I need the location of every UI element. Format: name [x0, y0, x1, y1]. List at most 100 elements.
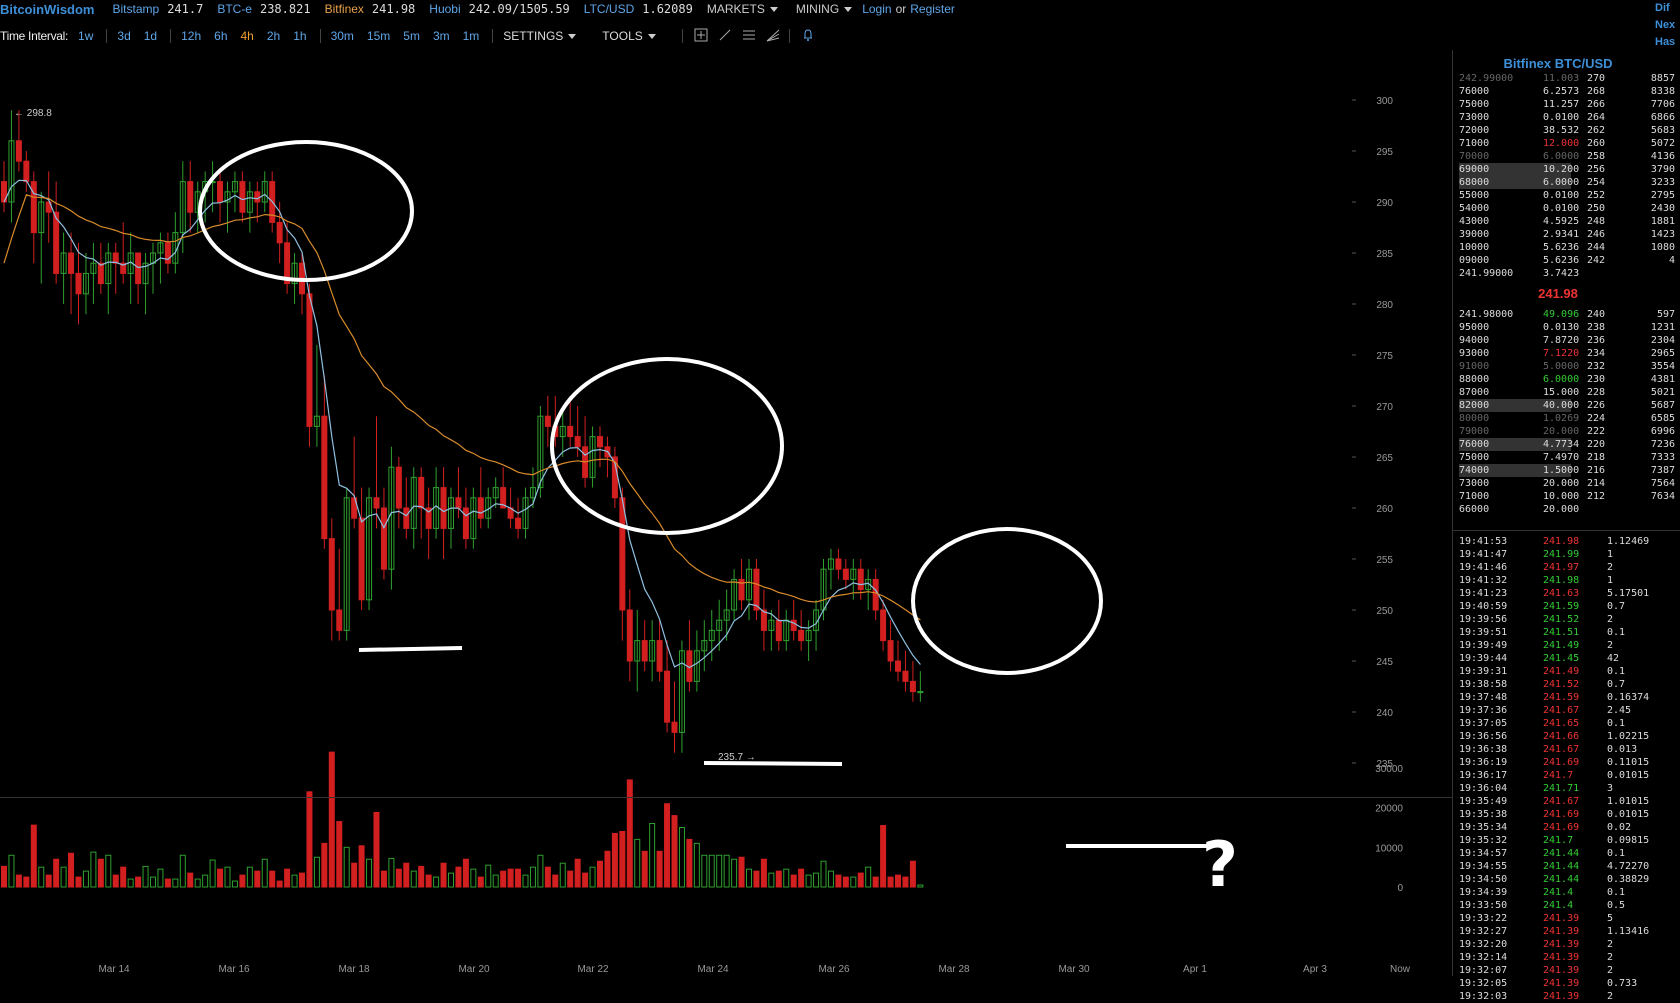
interval-1w[interactable]: 1w: [78, 29, 94, 43]
corner-link-difficulty[interactable]: Dif: [1655, 2, 1670, 14]
order-amount: 10.000: [1543, 491, 1580, 502]
brand-logo[interactable]: BitcoinWisdom: [0, 1, 95, 17]
bid-row[interactable]: 91000 5.0000 232 3554: [1453, 360, 1680, 373]
volume-bar: [150, 876, 156, 888]
ask-row[interactable]: 43000 4.5925 248 1881: [1453, 215, 1680, 228]
crosshair-icon[interactable]: [693, 28, 709, 44]
trade-row: 19:41:46 241.97 2: [1453, 561, 1680, 574]
ask-row[interactable]: 242.99000 11.003 270 8857: [1453, 72, 1680, 85]
volume-bar: [649, 823, 656, 888]
volume-tick-label: 30000: [1375, 764, 1403, 775]
bid-row[interactable]: 76000 4.7734 220 7236: [1453, 438, 1680, 451]
volume-bar: [448, 872, 454, 888]
interval-2h[interactable]: 2h: [266, 29, 281, 43]
ask-row[interactable]: 70000 6.0000 258 4136: [1453, 150, 1680, 163]
ask-row[interactable]: 10000 5.6236 244 1080: [1453, 241, 1680, 254]
depth-cumulative: 6866: [1650, 112, 1675, 123]
volume-bar: [641, 850, 648, 888]
ask-row[interactable]: 241.99000 3.7423: [1453, 267, 1680, 280]
volume-bar: [492, 874, 499, 888]
fib-lines-icon[interactable]: [741, 28, 757, 44]
trade-time: 19:34:50: [1459, 874, 1508, 885]
ask-row[interactable]: 75000 11.257 266 7706: [1453, 98, 1680, 111]
candle-body: [328, 538, 335, 611]
price-chart[interactable]: 300 295 290 285 280 275 270 265 260 255 250 245 240 2…: [0, 50, 1452, 976]
interval-3m[interactable]: 3m: [432, 29, 450, 43]
alert-bell-icon[interactable]: [800, 28, 816, 44]
order-price: 66000: [1459, 504, 1490, 515]
candle-body: [544, 415, 551, 427]
trade-time: 19:35:34: [1459, 822, 1508, 833]
corner-link-next[interactable]: Nex: [1655, 19, 1676, 31]
settings-menu[interactable]: SETTINGS: [503, 29, 577, 43]
candle-body: [425, 507, 432, 529]
market-link-btc-e[interactable]: BTC-e: [217, 2, 252, 16]
markets-menu[interactable]: MARKETS: [707, 2, 778, 16]
bid-row[interactable]: 241.98000 49.096 240 597: [1453, 308, 1680, 321]
bid-row[interactable]: 93000 7.1220 234 2965: [1453, 347, 1680, 360]
trade-time: 19:34:39: [1459, 887, 1508, 898]
bid-row[interactable]: 80000 1.0269 224 6585: [1453, 412, 1680, 425]
ask-row[interactable]: 71000 12.000 260 5072: [1453, 137, 1680, 150]
register-link[interactable]: Register: [910, 2, 955, 16]
trade-row: 19:33:22 241.39 5: [1453, 912, 1680, 925]
depth-cumulative: 6585: [1650, 413, 1675, 424]
candle-body: [641, 640, 648, 662]
ask-row[interactable]: 54000 0.0100 250 2430: [1453, 202, 1680, 215]
ask-row[interactable]: 39000 2.9341 246 1423: [1453, 228, 1680, 241]
candle-body: [626, 609, 633, 662]
candle-body: [97, 262, 104, 285]
interval-3d[interactable]: 3d: [117, 29, 131, 43]
ask-row[interactable]: 55000 0.0100 252 2795: [1453, 189, 1680, 202]
interval-30m[interactable]: 30m: [330, 29, 354, 43]
depth-level: 228: [1587, 387, 1606, 398]
interval-1m[interactable]: 1m: [462, 29, 480, 43]
time-interval-label: Time Interval:: [0, 29, 69, 43]
market-link-huobi[interactable]: Huobi: [429, 2, 461, 16]
candle-body: [254, 191, 261, 203]
bid-row[interactable]: 88000 6.0000 230 4381: [1453, 373, 1680, 386]
line-tool-icon[interactable]: [717, 28, 733, 44]
tools-menu[interactable]: TOOLS: [602, 29, 656, 43]
interval-1h[interactable]: 1h: [293, 29, 307, 43]
candle-body: [731, 578, 738, 611]
ask-row[interactable]: 76000 6.2573 268 8338: [1453, 85, 1680, 98]
market-link-bitfinex[interactable]: Bitfinex: [324, 2, 364, 16]
market-link-ltc-usd[interactable]: LTC/USD: [583, 2, 635, 16]
market-link-bitstamp[interactable]: Bitstamp: [112, 2, 160, 16]
ask-row[interactable]: 68000 6.0000 254 3233: [1453, 176, 1680, 189]
bid-row[interactable]: 74000 1.5000 216 7387: [1453, 464, 1680, 477]
trade-price: 241.99: [1543, 549, 1580, 560]
bid-row[interactable]: 73000 20.000 214 7564: [1453, 477, 1680, 490]
interval-6h[interactable]: 6h: [214, 29, 228, 43]
volume-bar: [693, 842, 700, 888]
ask-row[interactable]: 69000 10.200 256 3790: [1453, 163, 1680, 176]
interval-1d[interactable]: 1d: [143, 29, 158, 43]
bid-row[interactable]: 87000 15.000 228 5021: [1453, 386, 1680, 399]
interval-4h[interactable]: 4h: [240, 29, 254, 43]
interval-15m[interactable]: 15m: [366, 29, 391, 43]
login-link[interactable]: Login: [862, 2, 892, 16]
trade-amount: 2: [1607, 952, 1614, 963]
volume-bar: [827, 870, 834, 888]
bid-row[interactable]: 75000 7.4970 218 7333: [1453, 451, 1680, 464]
interval-12h[interactable]: 12h: [181, 29, 202, 43]
bid-row[interactable]: 95000 0.0130 238 1231: [1453, 321, 1680, 334]
ask-row[interactable]: 72000 38.532 262 5683: [1453, 124, 1680, 137]
ask-row[interactable]: 09000 5.6236 242 4: [1453, 254, 1680, 267]
interval-group: 3d 1d: [117, 29, 170, 43]
date-tick-label: Now: [1390, 964, 1411, 975]
bid-row[interactable]: 66000 20.000: [1453, 503, 1680, 516]
mining-menu[interactable]: MINING: [796, 2, 853, 16]
bid-row[interactable]: 79000 20.000 222 6996: [1453, 425, 1680, 438]
corner-link-hashrate[interactable]: Has: [1655, 36, 1676, 48]
bid-row[interactable]: 71000 10.000 212 7634: [1453, 490, 1680, 503]
bid-row[interactable]: 94000 7.8720 236 2304: [1453, 334, 1680, 347]
price-tick-label: 250: [1376, 606, 1393, 617]
fan-tool-icon[interactable]: [765, 28, 781, 44]
trade-amount: 0.01015: [1607, 809, 1650, 820]
bid-row[interactable]: 82000 40.000 226 5687: [1453, 399, 1680, 412]
ask-row[interactable]: 73000 0.0100 264 6866: [1453, 111, 1680, 124]
interval-5m[interactable]: 5m: [403, 29, 420, 43]
candle-body: [917, 691, 924, 694]
